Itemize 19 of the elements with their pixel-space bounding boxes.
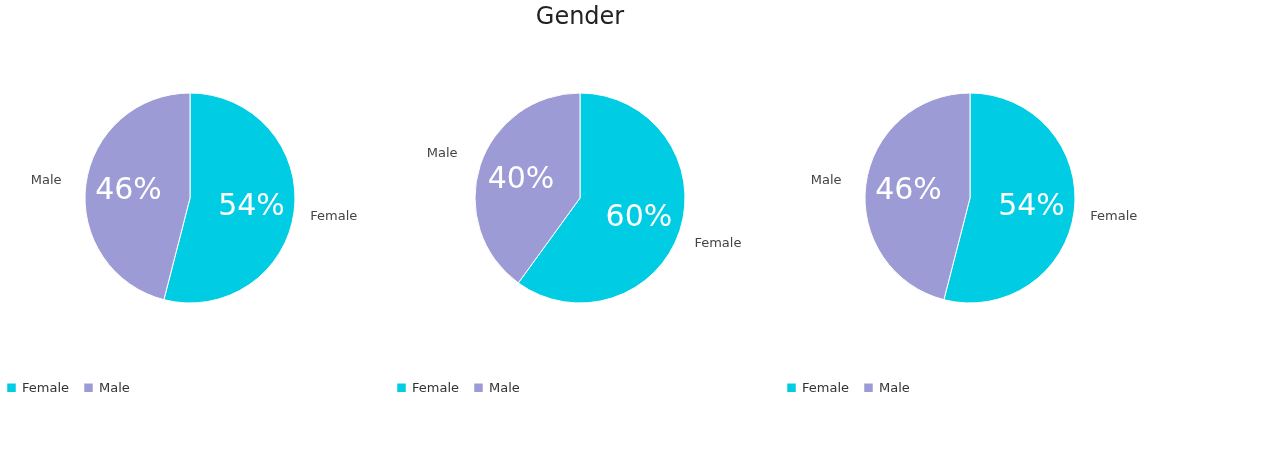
data-label: 54% bbox=[218, 186, 285, 222]
legend-label: Male bbox=[99, 379, 130, 395]
slice-label: Male bbox=[810, 171, 842, 187]
legend-label: Female bbox=[802, 379, 850, 395]
chart-title: Gender bbox=[535, 2, 625, 30]
legend-label: Female bbox=[412, 379, 460, 395]
slice-label: Female bbox=[694, 234, 742, 250]
slice-label: Female bbox=[310, 208, 358, 224]
slice-label: Female bbox=[1090, 208, 1138, 224]
data-label: 40% bbox=[487, 159, 555, 195]
data-label: 46% bbox=[95, 171, 162, 207]
legend-label: Female bbox=[22, 379, 70, 395]
data-label: 60% bbox=[605, 198, 673, 234]
slice-label: Male bbox=[30, 171, 62, 187]
data-label: 46% bbox=[875, 171, 942, 207]
slice-label: Male bbox=[426, 145, 458, 161]
legend-label: Male bbox=[489, 379, 520, 395]
data-label: 54% bbox=[998, 186, 1065, 222]
legend-label: Male bbox=[879, 379, 910, 395]
